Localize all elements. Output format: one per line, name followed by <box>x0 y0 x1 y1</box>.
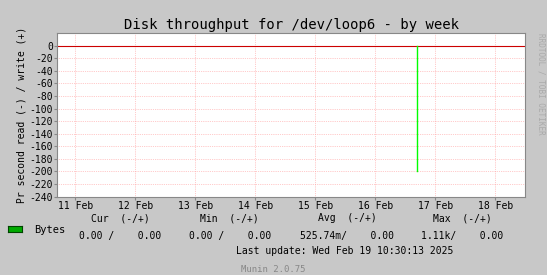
Text: Cur  (-/+): Cur (-/+) <box>91 213 150 223</box>
Text: 0.00 /    0.00: 0.00 / 0.00 <box>79 231 161 241</box>
Text: 1.11k/    0.00: 1.11k/ 0.00 <box>421 231 503 241</box>
Text: Max  (-/+): Max (-/+) <box>433 213 492 223</box>
Text: 0.00 /    0.00: 0.00 / 0.00 <box>189 231 271 241</box>
Text: Bytes: Bytes <box>34 225 65 235</box>
Text: 525.74m/    0.00: 525.74m/ 0.00 <box>300 231 394 241</box>
Text: RRDTOOL / TOBI OETIKER: RRDTOOL / TOBI OETIKER <box>537 33 546 135</box>
Text: Min  (-/+): Min (-/+) <box>200 213 259 223</box>
Title: Disk throughput for /dev/loop6 - by week: Disk throughput for /dev/loop6 - by week <box>124 18 459 32</box>
Text: Munin 2.0.75: Munin 2.0.75 <box>241 265 306 274</box>
Y-axis label: Pr second read (-) / write (+): Pr second read (-) / write (+) <box>17 27 27 203</box>
Text: Last update: Wed Feb 19 10:30:13 2025: Last update: Wed Feb 19 10:30:13 2025 <box>236 246 453 256</box>
Text: Avg  (-/+): Avg (-/+) <box>318 213 377 223</box>
